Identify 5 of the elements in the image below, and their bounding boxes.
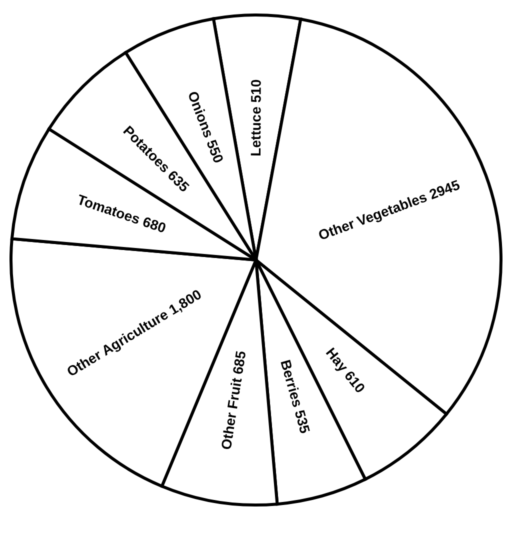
slice-label: Other Fruit 685	[218, 350, 249, 451]
slice-label: Berries 535	[278, 358, 314, 436]
slice-label: Onions 550	[184, 88, 227, 166]
slice-label: Lettuce 510	[247, 79, 264, 156]
slice-label: Hay 610	[322, 344, 369, 396]
